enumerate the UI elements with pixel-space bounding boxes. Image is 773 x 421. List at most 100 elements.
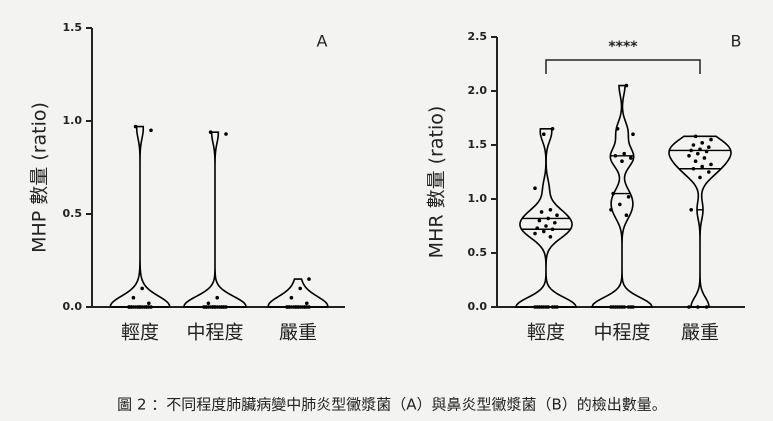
y-tick-label: 1.5 <box>468 138 488 151</box>
data-point <box>548 208 553 212</box>
data-point <box>533 231 537 236</box>
y-tick-label: 2.0 <box>468 84 488 97</box>
data-point <box>620 159 624 163</box>
x-tick-label: 輕度 <box>527 322 565 344</box>
y-tick-label: 0.5 <box>468 246 488 259</box>
x-tick-label: 嚴重 <box>681 322 719 344</box>
data-point <box>215 295 219 300</box>
data-point <box>149 128 153 133</box>
data-point <box>544 224 548 228</box>
data-point <box>609 208 613 212</box>
data-point <box>149 305 153 309</box>
data-point <box>307 305 311 309</box>
data-point <box>698 147 702 152</box>
data-point <box>615 305 620 309</box>
panel-label: B <box>731 32 742 51</box>
data-point <box>138 305 142 309</box>
panel-label: A <box>317 32 328 51</box>
y-tick-label: 1.5 <box>63 21 83 34</box>
data-point <box>213 305 217 309</box>
data-point <box>689 208 693 212</box>
data-point <box>693 159 698 163</box>
data-point <box>698 175 702 180</box>
data-point <box>709 137 713 142</box>
data-point <box>687 305 691 309</box>
data-point <box>302 305 307 309</box>
x-tick-label: 輕度 <box>121 322 159 344</box>
data-point <box>533 186 537 190</box>
data-point <box>691 143 696 147</box>
data-point <box>631 132 635 136</box>
y-axis-label: MHP 數量 (ratio) <box>29 102 51 253</box>
violin <box>590 84 654 308</box>
x-tick-label: 中程度 <box>186 322 243 344</box>
data-point <box>687 154 691 158</box>
data-point <box>289 295 294 300</box>
data-point <box>702 156 707 160</box>
data-point <box>542 229 546 234</box>
data-point <box>305 301 309 306</box>
data-point <box>208 130 213 134</box>
data-point <box>222 305 226 309</box>
y-axis-label: MHR 數量 (ratio) <box>426 106 448 259</box>
data-point <box>700 164 704 169</box>
data-point <box>693 134 698 139</box>
data-point <box>696 305 700 309</box>
data-point <box>307 277 311 281</box>
data-point <box>129 305 133 309</box>
data-point <box>707 145 711 149</box>
data-point <box>611 191 615 196</box>
data-point <box>133 124 138 129</box>
violin <box>668 135 732 308</box>
data-point <box>296 305 300 309</box>
y-tick-label: 1.0 <box>468 192 488 205</box>
data-point <box>631 305 635 309</box>
y-tick-label: 0.0 <box>63 300 83 313</box>
data-point <box>537 218 542 223</box>
violin <box>183 131 247 308</box>
data-point <box>700 141 704 145</box>
violin <box>109 125 171 308</box>
data-point <box>709 162 713 167</box>
data-point <box>555 213 559 217</box>
data-point <box>689 148 693 153</box>
data-point <box>546 216 550 221</box>
data-point <box>546 305 550 309</box>
data-point <box>622 151 626 156</box>
violin <box>514 128 578 308</box>
data-point <box>287 305 292 309</box>
data-point <box>204 305 208 309</box>
data-point <box>548 235 553 239</box>
data-point <box>629 156 633 160</box>
data-point <box>618 202 622 207</box>
x-tick-label: 嚴重 <box>279 322 317 344</box>
data-point <box>542 132 546 136</box>
y-tick-label: 1.0 <box>63 114 83 127</box>
data-point <box>298 286 303 291</box>
data-point <box>550 227 555 232</box>
data-point <box>144 305 149 309</box>
data-point <box>624 83 629 88</box>
significance-label: **** <box>608 39 638 55</box>
data-point <box>624 213 629 217</box>
data-point <box>707 170 711 174</box>
data-point <box>691 166 696 171</box>
data-point <box>539 210 544 214</box>
data-point <box>206 301 211 306</box>
data-point <box>696 151 700 156</box>
x-tick-label: 中程度 <box>593 322 650 344</box>
data-point <box>704 149 709 154</box>
data-point <box>224 132 228 136</box>
data-point <box>140 286 144 291</box>
violin <box>267 278 329 308</box>
caption: 圖 2 ：不同程度肺臟病變中肺炎型黴漿菌（A）與鼻炎型黴漿菌（B）的檢出數量。 <box>117 396 667 414</box>
data-point <box>550 127 555 131</box>
y-tick-label: 2.5 <box>468 30 488 43</box>
data-point <box>553 220 557 225</box>
y-tick-label: 0.0 <box>468 300 488 313</box>
data-point <box>615 127 620 131</box>
data-point <box>539 305 544 309</box>
data-point <box>626 195 631 199</box>
